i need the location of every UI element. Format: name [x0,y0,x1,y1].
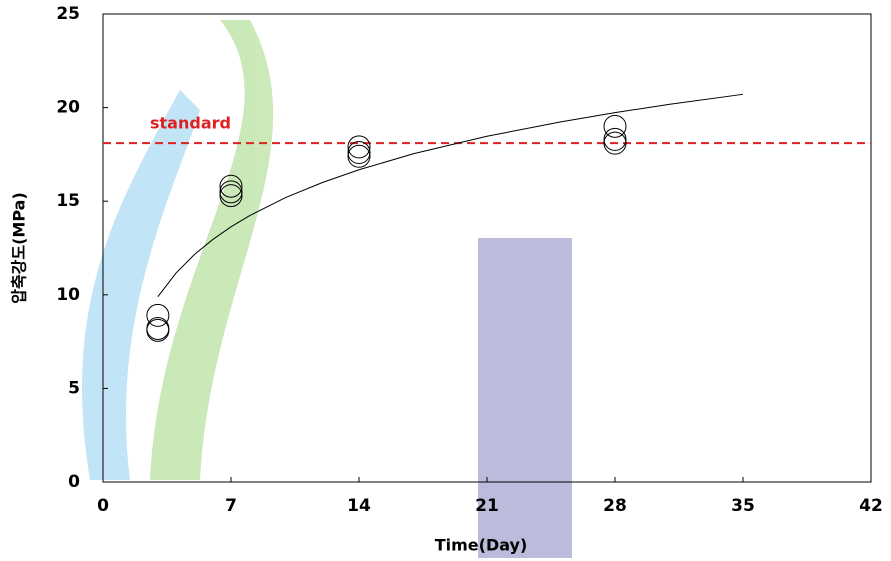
y-tick-label: 5 [68,378,80,398]
point [219,180,243,204]
point [603,131,627,155]
y-tick-label: 10 [56,285,80,305]
x-axis-title: Time(Day) [435,536,528,555]
y-tick-label: 20 [56,98,80,118]
point [603,127,627,151]
watermark-shape [150,20,274,480]
watermark-shape [82,90,200,480]
point [146,303,170,327]
x-tick-label: 28 [603,496,627,516]
point [219,184,243,208]
x-tick-label: 7 [225,496,237,516]
y-tick-label: 25 [56,4,80,24]
point [146,318,170,342]
y-tick-label: 15 [56,191,80,211]
x-tick-label: 21 [475,496,499,516]
x-tick-label: 0 [97,496,109,516]
point [347,141,371,165]
watermark [82,20,572,558]
fit-line [157,93,744,297]
point [347,135,371,159]
point [603,114,627,138]
x-tick-label: 35 [731,496,755,516]
y-tick-label: 0 [68,472,80,492]
x-tick-label: 42 [859,496,883,516]
x-tick-label: 14 [347,496,371,516]
y-axis-title: 압축강도(MPa) [10,192,29,304]
reference-label: standard [150,114,231,133]
point [347,144,371,168]
point [219,174,243,198]
point [146,316,170,340]
watermark-shape [478,238,572,558]
